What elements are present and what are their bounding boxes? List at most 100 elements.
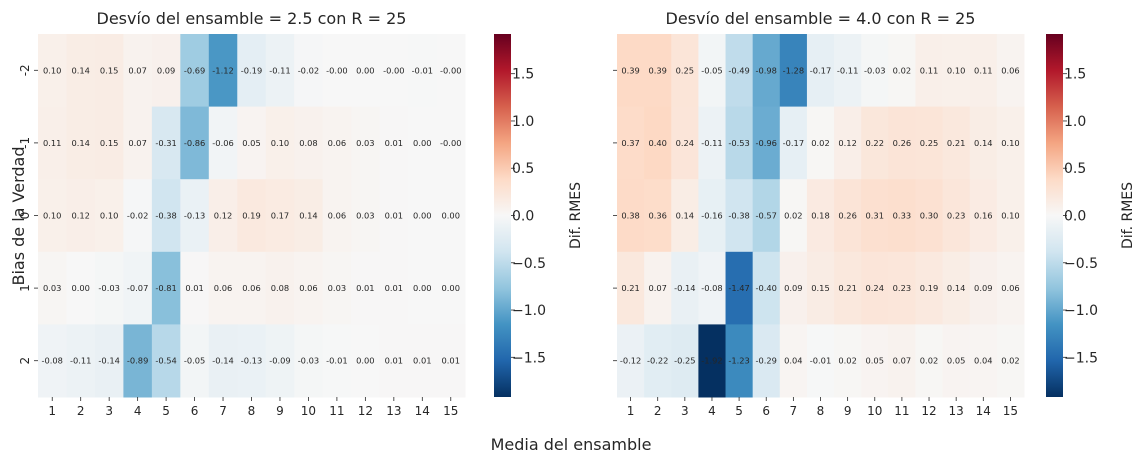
cell-value-label: 0.01 xyxy=(442,356,460,366)
x-tick-label: 12 xyxy=(358,404,373,418)
heatmap-cell xyxy=(94,179,124,253)
y-tick-label: 0 xyxy=(18,212,32,220)
heatmap-cell xyxy=(123,179,153,253)
cell-value-label: -0.05 xyxy=(701,65,722,75)
cell-value-label: 0.03 xyxy=(328,283,346,293)
colorbar-tick-label: 0.5 xyxy=(512,161,534,177)
heatmap-cell xyxy=(294,34,324,108)
cell-value-label: -0.09 xyxy=(269,356,290,366)
cell-value-label: 0.00 xyxy=(71,283,89,293)
heatmap-cell xyxy=(644,251,672,325)
cell-value-label: 0.03 xyxy=(356,138,374,148)
heatmap-cell xyxy=(379,251,409,325)
heatmap-cell xyxy=(617,251,645,325)
colorbar-tick-label: 1.0 xyxy=(1064,114,1086,130)
cell-value-label: -0.57 xyxy=(755,211,776,221)
x-tick-label: 3 xyxy=(681,404,689,418)
cell-value-label: 0.22 xyxy=(866,138,884,148)
heatmap-cell xyxy=(94,324,124,398)
x-tick-label: 5 xyxy=(735,404,743,418)
heatmap-cell xyxy=(888,34,916,108)
x-tick-label: 6 xyxy=(762,404,770,418)
cell-value-label: 0.39 xyxy=(648,65,666,75)
cell-value-label: 0.02 xyxy=(811,138,829,148)
x-tick-label: 3 xyxy=(105,404,113,418)
x-tick-label: 7 xyxy=(790,404,798,418)
heatmap-cell xyxy=(294,324,324,398)
cell-value-label: 0.26 xyxy=(893,138,911,148)
cell-value-label: -1.23 xyxy=(728,356,749,366)
heatmap-cell xyxy=(66,179,96,253)
cell-value-label: -0.86 xyxy=(184,138,205,148)
cell-value-label: 0.14 xyxy=(974,138,992,148)
heatmap-cell xyxy=(66,34,96,108)
cell-value-label: 0.14 xyxy=(71,65,89,75)
heatmap-cell xyxy=(861,324,889,398)
heatmap-cell xyxy=(888,324,916,398)
heatmap-cell xyxy=(436,179,466,253)
heatmap-cell xyxy=(436,106,466,180)
x-tick-label: 11 xyxy=(894,404,909,418)
heatmap-cell xyxy=(265,34,295,108)
heatmap-cell xyxy=(408,179,438,253)
heatmap-cell xyxy=(915,324,944,398)
cell-value-label: 0.00 xyxy=(413,283,431,293)
cell-value-label: -0.22 xyxy=(647,356,668,366)
heatmap-panel-right: Desvío del ensamble = 4.0 con R = 25 0.39… xyxy=(613,9,1136,418)
cell-value-label: 0.24 xyxy=(676,138,694,148)
heatmap-cell xyxy=(151,324,181,398)
cell-value-label: 0.09 xyxy=(784,283,802,293)
cell-value-label: 0.01 xyxy=(385,283,403,293)
cell-value-label: 0.07 xyxy=(648,283,666,293)
heatmap-cell xyxy=(38,106,67,180)
cell-value-label: 0.37 xyxy=(621,138,639,148)
heatmap-cell xyxy=(834,179,862,253)
heatmap-cell xyxy=(644,34,672,108)
cell-value-label: 0.01 xyxy=(413,356,431,366)
heatmap-cell xyxy=(834,324,862,398)
heatmap-cell xyxy=(123,251,153,325)
cell-value-label: 0.15 xyxy=(100,138,118,148)
cell-value-label: 0.02 xyxy=(838,356,856,366)
cell-value-label: 0.09 xyxy=(157,65,175,75)
heatmap-cell xyxy=(779,324,808,398)
cell-value-label: 0.00 xyxy=(413,138,431,148)
heatmap-cell xyxy=(265,251,295,325)
cell-value-label: 0.14 xyxy=(71,138,89,148)
heatmap-cell xyxy=(834,251,862,325)
heatmap-cell xyxy=(915,34,944,108)
heatmap-cell xyxy=(322,34,352,108)
cell-value-label: 0.01 xyxy=(185,283,203,293)
cell-value-label: 0.26 xyxy=(838,211,856,221)
cell-value-label: -1.47 xyxy=(728,283,749,293)
heatmap-cell xyxy=(725,324,754,398)
cell-value-label: 0.07 xyxy=(128,65,146,75)
cell-value-label: -0.07 xyxy=(127,283,148,293)
heatmap-cell xyxy=(379,106,409,180)
cell-value-label: 0.14 xyxy=(947,283,965,293)
heatmap-cell xyxy=(996,251,1025,325)
cell-value-label: -0.16 xyxy=(701,211,722,221)
heatmap-cell xyxy=(617,324,645,398)
heatmap-cell xyxy=(237,34,267,108)
heatmap-cell xyxy=(237,251,267,325)
x-tick-label: 10 xyxy=(867,404,882,418)
cell-value-label: 0.07 xyxy=(893,356,911,366)
cell-value-label: 0.30 xyxy=(920,211,938,221)
x-tick-label: 15 xyxy=(443,404,458,418)
cell-value-label: 0.11 xyxy=(920,65,938,75)
heatmap-cell xyxy=(66,251,96,325)
colorbar-tick-label: −1.0 xyxy=(1064,303,1098,319)
cell-value-label: -0.13 xyxy=(184,211,205,221)
heatmap-cell xyxy=(94,106,124,180)
cell-value-label: -0.11 xyxy=(837,65,858,75)
x-tick-label: 13 xyxy=(949,404,964,418)
cell-value-label: -0.38 xyxy=(728,211,749,221)
x-tick-label: 11 xyxy=(329,404,344,418)
colorbar-tick-label: −0.5 xyxy=(1064,256,1098,272)
heatmap-cell xyxy=(180,34,210,108)
heatmap-cell xyxy=(38,251,67,325)
heatmap-cell xyxy=(942,106,971,180)
cell-value-label: 0.12 xyxy=(838,138,856,148)
cell-value-label: 0.02 xyxy=(920,356,938,366)
